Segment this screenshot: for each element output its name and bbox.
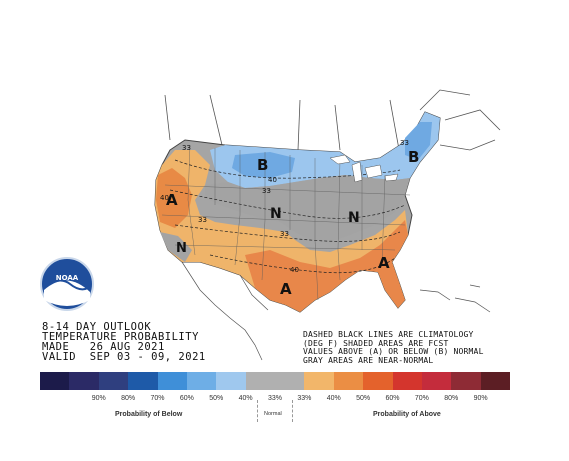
contour-labels: 33 40 33 33 40 33 40 33 bbox=[160, 139, 409, 274]
near-normal-middle bbox=[205, 175, 410, 242]
near-normal-southwest bbox=[160, 232, 192, 262]
legend-percent-label: 90% bbox=[473, 395, 488, 402]
legend-above-caption: Probability of Above bbox=[373, 411, 441, 418]
contour-40-west: 40 bbox=[160, 194, 169, 202]
outlook-valid-dates: VALID SEP 03 - 09, 2021 bbox=[42, 351, 206, 363]
legend-swatch bbox=[69, 372, 99, 390]
below-label-northeast: B bbox=[408, 148, 419, 166]
legend-percent-label: 60% bbox=[385, 395, 400, 402]
outlook-title-line2: TEMPERATURE PROBABILITY bbox=[42, 331, 199, 343]
legend-swatch bbox=[157, 372, 187, 390]
notes-block: DASHED BLACK LINES ARE CLIMATOLOGY (DEG F… bbox=[303, 330, 484, 365]
legend-swatch bbox=[98, 372, 129, 390]
notes-line3: VALUES ABOVE (A) OR BELOW (B) NORMAL bbox=[303, 347, 484, 356]
legend-swatch bbox=[363, 372, 393, 390]
contour-33-west: 33 bbox=[198, 216, 207, 224]
legend-percent-label: 50% bbox=[209, 395, 224, 402]
legend-percent-label: 33% bbox=[297, 395, 312, 402]
legend-percent-row: 90% 80% 70% 60% 50% 40% 33% 33% 40% 50% 60% 70% 80% 9… bbox=[40, 395, 510, 405]
contour-40-north: 40 bbox=[268, 176, 277, 184]
above-south-core bbox=[245, 220, 408, 312]
near-normal-label-central: N bbox=[270, 206, 282, 222]
climatology-lines bbox=[169, 159, 406, 274]
great-lakes bbox=[329, 154, 399, 183]
noaa-logo: NOAA bbox=[40, 257, 94, 311]
notes-line1: DASHED BLACK LINES ARE CLIMATOLOGY bbox=[303, 330, 474, 339]
contour-33-central: 33 bbox=[280, 230, 289, 238]
outlook-made-date: MADE 26 AUG 2021 bbox=[42, 341, 165, 353]
map-letters: B B N N N A A A bbox=[166, 148, 419, 298]
legend-swatch bbox=[304, 372, 334, 390]
outlook-title-line1: 8-14 DAY OUTLOOK bbox=[42, 321, 152, 333]
legend-swatch bbox=[216, 372, 246, 390]
legend-percent-label: 60% bbox=[179, 395, 194, 402]
legend-percent-label: 40% bbox=[326, 395, 341, 402]
below-north-core bbox=[232, 152, 295, 178]
canada-province-lines bbox=[164, 89, 501, 156]
noaa-logo-text: NOAA bbox=[56, 274, 79, 282]
legend-swatch bbox=[480, 372, 510, 390]
near-normal-label-east: N bbox=[348, 210, 360, 226]
contour-33-nw: 33 bbox=[182, 144, 191, 152]
legend-swatch bbox=[40, 372, 70, 390]
legend-swatch bbox=[451, 372, 481, 390]
legend-swatch bbox=[333, 372, 364, 390]
notes-line2: (DEG F) SHADED AREAS ARE FCST bbox=[303, 338, 449, 348]
legend-swatch bbox=[392, 372, 422, 390]
legend-percent-label: 80% bbox=[444, 395, 459, 402]
near-normal-label-southwest: N bbox=[176, 241, 187, 256]
state-lines bbox=[161, 144, 411, 301]
above-west-core bbox=[156, 168, 192, 228]
legend-percent-label: 40% bbox=[238, 395, 253, 402]
legend-percent-label: 50% bbox=[356, 395, 371, 402]
legend-swatch bbox=[275, 372, 305, 390]
outlook-title-block: 8-14 DAY OUTLOOK TEMPERATURE PROBABILITY M… bbox=[42, 321, 206, 363]
legend-color-bar bbox=[40, 372, 510, 390]
caribbean-islands bbox=[419, 284, 491, 313]
legend-percent-label: 70% bbox=[414, 395, 429, 402]
below-label-north: B bbox=[257, 156, 268, 174]
legend-normal-caption: Normal bbox=[264, 411, 282, 417]
contour-40-south: 40 bbox=[290, 266, 299, 274]
above-label-southeast: A bbox=[378, 254, 390, 272]
legend-swatch bbox=[421, 372, 452, 390]
legend-percent-label: 33% bbox=[267, 395, 283, 402]
legend-normal-tick-left bbox=[257, 400, 258, 422]
legend-swatch bbox=[128, 372, 158, 390]
below-ne-core bbox=[405, 122, 432, 160]
above-label-texas: A bbox=[280, 280, 292, 298]
mexico-outline bbox=[181, 261, 269, 361]
legend-below-caption: Probability of Below bbox=[115, 411, 183, 418]
legend-percent-label: 90% bbox=[91, 395, 106, 402]
notes-line4: GRAY AREAS ARE NEAR-NORMAL bbox=[303, 355, 434, 365]
legend-swatch bbox=[186, 372, 217, 390]
legend-normal-tick-right bbox=[292, 400, 293, 422]
legend-percent-label: 70% bbox=[150, 395, 165, 402]
contour-33-ne: 33 bbox=[400, 139, 409, 147]
legend-swatch bbox=[245, 372, 275, 390]
legend-percent-label: 80% bbox=[121, 395, 136, 402]
contour-33-north: 33 bbox=[262, 187, 271, 195]
above-label-west: A bbox=[166, 191, 178, 209]
